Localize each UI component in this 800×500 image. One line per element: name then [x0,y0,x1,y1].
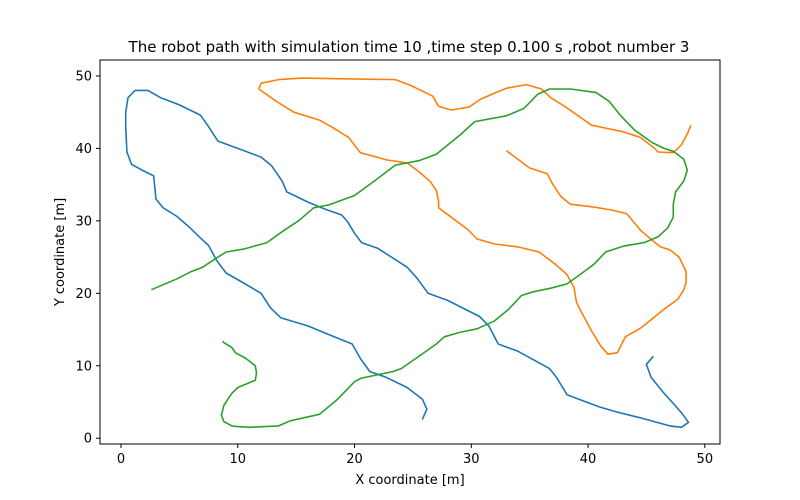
y-tick-label: 30 [75,214,92,229]
x-axis-label: X coordinate [m] [355,473,464,488]
x-tick-label: 10 [230,452,247,467]
x-tick-label: 20 [346,452,363,467]
y-axis-label: Y coordinate [m] [53,198,68,307]
y-tick-label: 50 [75,69,92,84]
chart-title: The robot path with simulation time 10 ,… [128,38,690,56]
y-axis: 0 10 20 30 40 50 [75,69,100,447]
y-tick-label: 0 [84,432,92,447]
robot-2-path-segment-b [258,88,687,355]
plot-frame [99,59,721,445]
robot-1-path [124,89,690,429]
x-tick-label: 50 [697,452,714,467]
y-tick-label: 10 [75,359,92,374]
robot-3-path [151,88,689,429]
y-tick-label: 20 [75,287,92,302]
series-layer [124,77,692,429]
robot-2-path [258,77,692,154]
x-tick-label: 0 [117,452,125,467]
y-tick-label: 40 [75,142,92,157]
x-axis: 0 10 20 30 40 50 [117,444,713,467]
x-tick-label: 40 [580,452,597,467]
x-tick-label: 30 [463,452,480,467]
